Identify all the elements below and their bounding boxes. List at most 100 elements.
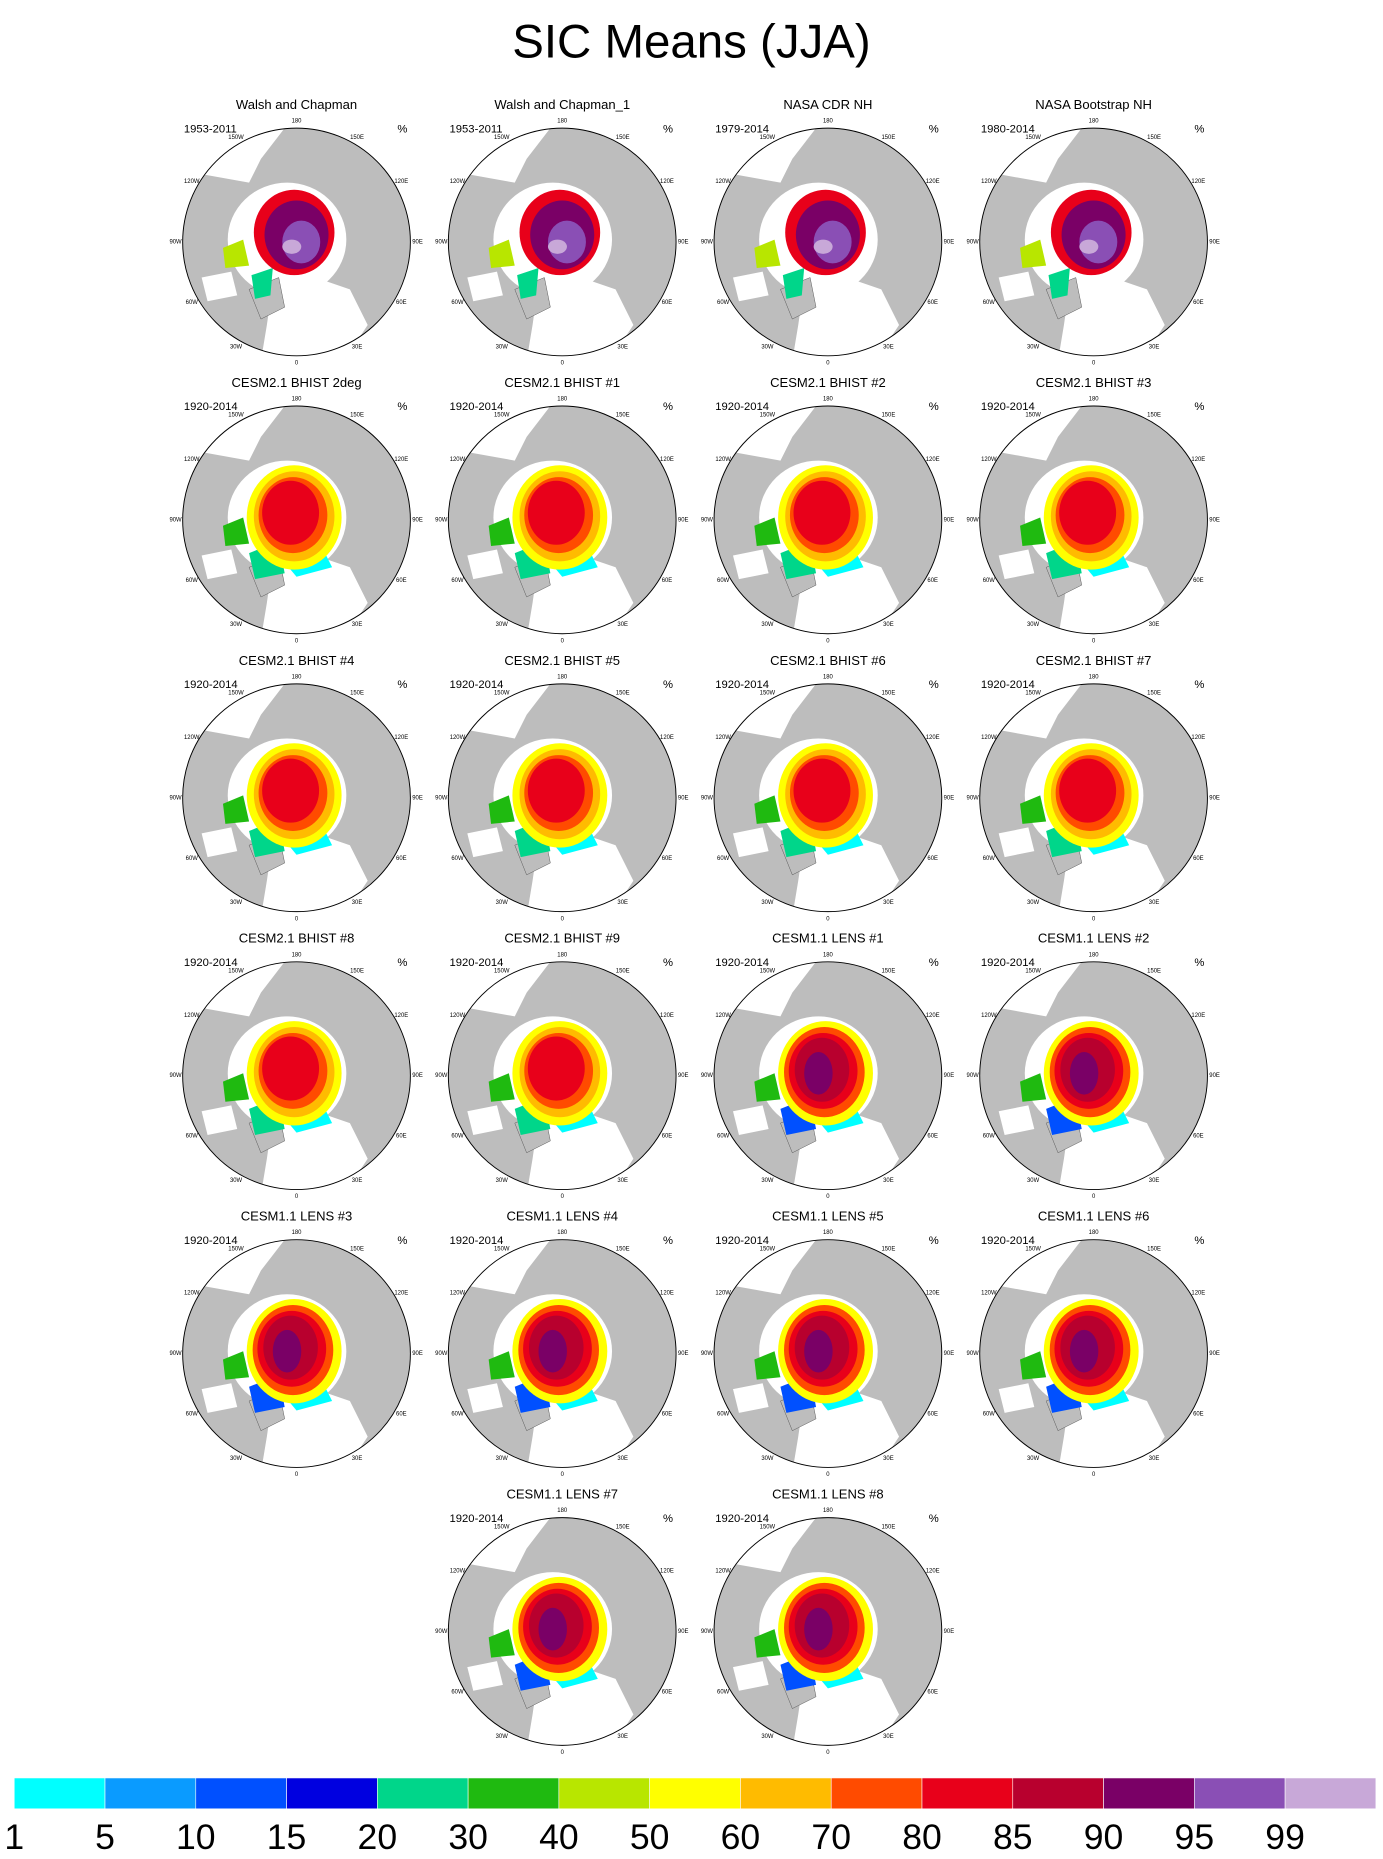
- lon-label: 120E: [926, 179, 940, 185]
- lon-label: 60W: [451, 300, 464, 306]
- panel-title: CESM1.1 LENS #3: [241, 1209, 353, 1224]
- colorbar-box: [1103, 1777, 1195, 1810]
- lon-label: 150E: [616, 691, 630, 697]
- panel-title: CESM2.1 BHIST #7: [1036, 653, 1152, 668]
- lon-label: 150W: [228, 413, 244, 419]
- lon-label: 90W: [435, 1073, 448, 1079]
- panel-period: 1953-2011: [450, 123, 503, 135]
- lon-label: 60E: [662, 578, 673, 584]
- lon-label: 120W: [450, 1569, 466, 1575]
- lon-label: 120W: [981, 735, 997, 741]
- colorbar-box: [830, 1777, 923, 1810]
- lon-label: 30E: [1149, 622, 1160, 628]
- lon-label: 0: [295, 1472, 299, 1478]
- lon-label: 150W: [760, 1246, 776, 1252]
- lon-label: 0: [561, 1750, 565, 1756]
- panel-unit: %: [929, 1513, 939, 1525]
- colorbar-box: [104, 1777, 197, 1810]
- panel-unit: %: [397, 957, 407, 969]
- lon-label: 30E: [352, 1178, 363, 1184]
- lon-label: 150E: [350, 135, 364, 141]
- lon-label: 0: [561, 638, 565, 644]
- panel-title: CESM1.1 LENS #8: [772, 1487, 884, 1502]
- lon-label: 150W: [494, 1246, 510, 1252]
- map-border: [447, 127, 677, 357]
- lon-label: 30E: [617, 1178, 628, 1184]
- lon-label: 0: [826, 1194, 830, 1200]
- lon-label: 0: [1092, 916, 1096, 922]
- lon-label: 0: [826, 1750, 830, 1756]
- panel-period: 1920-2014: [981, 1235, 1035, 1247]
- lon-label: 90E: [678, 795, 689, 801]
- panel-title: CESM1.1 LENS #6: [1038, 1209, 1150, 1224]
- map-border: [713, 405, 943, 635]
- lon-label: 150W: [760, 691, 776, 697]
- panel-title: CESM1.1 LENS #1: [772, 931, 884, 946]
- panel-title: NASA Bootstrap NH: [1035, 97, 1152, 112]
- lon-label: 30E: [617, 622, 628, 628]
- lon-label: 120W: [184, 457, 200, 463]
- lon-label: 150E: [1147, 413, 1161, 419]
- lon-label: 60W: [717, 1134, 730, 1140]
- lon-label: 30E: [352, 900, 363, 906]
- lon-label: 90E: [412, 240, 423, 246]
- lon-label: 150E: [616, 968, 630, 974]
- lon-label: 90W: [701, 240, 714, 246]
- lon-label: 60W: [983, 1412, 996, 1418]
- panel-unit: %: [929, 1235, 939, 1247]
- panel-period: 1920-2014: [450, 957, 504, 969]
- panel-unit: %: [663, 1513, 673, 1525]
- lon-label: 30W: [761, 622, 774, 628]
- map-border: [713, 683, 943, 913]
- lon-label: 150E: [881, 1246, 895, 1252]
- lon-label: 30W: [761, 344, 774, 350]
- lon-label: 180: [292, 119, 303, 125]
- lon-label: 0: [561, 361, 565, 367]
- lon-label: 30W: [1027, 900, 1040, 906]
- lon-label: 0: [1092, 1472, 1096, 1478]
- lon-label: 90E: [944, 517, 955, 523]
- figure-title: SIC Means (JJA): [512, 16, 871, 69]
- lon-label: 0: [826, 361, 830, 367]
- lon-label: 90W: [967, 1351, 980, 1357]
- colorbar-box: [377, 1777, 469, 1810]
- lon-label: 60W: [186, 856, 199, 862]
- lon-label: 120E: [926, 457, 940, 463]
- lon-label: 120W: [981, 457, 997, 463]
- panel-period: 1920-2014: [981, 679, 1035, 691]
- panel-title: CESM2.1 BHIST #1: [504, 375, 620, 390]
- lon-label: 60W: [186, 578, 199, 584]
- colorbar-label: 80: [902, 1817, 942, 1857]
- lon-label: 60W: [186, 1134, 199, 1140]
- lon-label: 180: [823, 1230, 834, 1236]
- panel-unit: %: [929, 679, 939, 691]
- lon-label: 120E: [926, 1291, 940, 1297]
- lon-label: 30W: [230, 1456, 243, 1462]
- map-border: [447, 1239, 677, 1468]
- lon-label: 120W: [981, 1291, 997, 1297]
- colorbar-box: [740, 1777, 832, 1810]
- lon-label: 180: [557, 1230, 568, 1236]
- lon-label: 90W: [169, 795, 182, 801]
- lon-label: 0: [561, 916, 565, 922]
- panel-title: CESM2.1 BHIST #5: [504, 653, 620, 668]
- panel-unit: %: [397, 1235, 407, 1247]
- lon-label: 60E: [662, 1690, 673, 1696]
- lon-label: 150W: [494, 413, 510, 419]
- lon-label: 180: [292, 952, 303, 958]
- lon-label: 120W: [715, 179, 731, 185]
- lon-label: 150E: [616, 1246, 630, 1252]
- panel-title: CESM2.1 BHIST #3: [1036, 375, 1152, 390]
- map-border: [713, 1239, 943, 1468]
- lon-label: 90W: [435, 1351, 448, 1357]
- panel-period: 1920-2014: [450, 1513, 504, 1525]
- lon-label: 120W: [981, 1013, 997, 1019]
- lon-label: 120W: [715, 1013, 731, 1019]
- lon-label: 60W: [983, 1134, 996, 1140]
- panel-title: CESM2.1 BHIST #2: [770, 375, 886, 390]
- panel-title: CESM2.1 BHIST 2deg: [231, 375, 361, 390]
- lon-label: 120W: [184, 1013, 200, 1019]
- lon-label: 90W: [169, 517, 182, 523]
